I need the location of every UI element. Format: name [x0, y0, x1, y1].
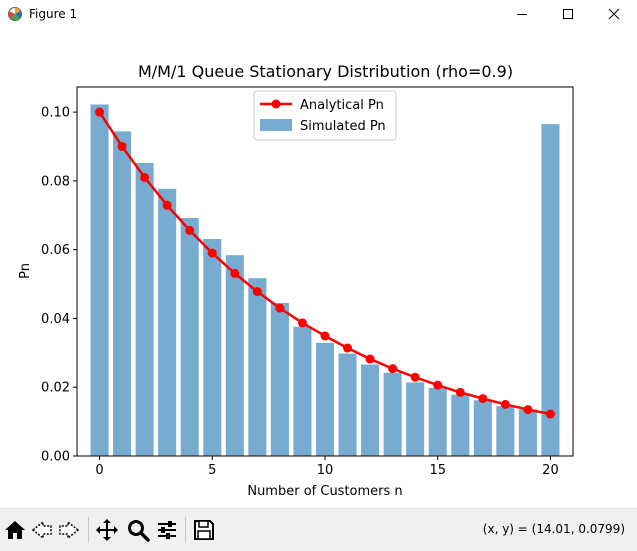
- chart: M/M/1 Queue Stationary Distribution (rho…: [18, 62, 574, 499]
- analytical-line: [95, 107, 555, 419]
- point-n-20: [545, 409, 555, 419]
- bar-n-11: [338, 353, 357, 456]
- save-icon: [194, 520, 214, 540]
- x-tick-label: 0: [95, 463, 103, 478]
- zoom-button[interactable]: [125, 517, 151, 543]
- y-axis-label: Pn: [18, 263, 33, 279]
- point-n-10: [320, 331, 330, 341]
- bar-n-9: [293, 326, 312, 456]
- y-tick-label: 0.02: [41, 381, 70, 396]
- back-icon: [31, 520, 52, 540]
- legend-bar-swatch: [260, 119, 292, 131]
- pan-icon: [96, 519, 118, 541]
- bar-n-1: [113, 131, 132, 456]
- point-n-15: [433, 380, 443, 390]
- bar-n-5: [203, 239, 222, 456]
- navigation-toolbar: (x, y) = (14.01, 0.0799): [0, 508, 637, 551]
- point-n-18: [500, 399, 510, 409]
- back-button[interactable]: [29, 517, 55, 543]
- bar-n-3: [158, 188, 177, 457]
- legend-label-analytical: Analytical Pn: [300, 98, 384, 113]
- minimize-icon: [517, 14, 527, 15]
- point-n-16: [455, 387, 465, 397]
- bar-n-12: [361, 364, 380, 456]
- bar-n-15: [428, 387, 447, 456]
- save-button[interactable]: [191, 517, 217, 543]
- point-n-12: [365, 354, 375, 364]
- forward-icon: [59, 520, 80, 540]
- maximize-button[interactable]: [545, 0, 591, 28]
- maximize-icon: [563, 9, 573, 19]
- window-titlebar: Figure 1: [0, 0, 637, 28]
- legend-label-simulated: Simulated Pn: [300, 119, 386, 134]
- forward-button[interactable]: [56, 517, 82, 543]
- zoom-icon: [128, 520, 150, 542]
- bar-n-17: [473, 400, 492, 456]
- y-tick-label: 0.00: [41, 450, 70, 465]
- bar-n-16: [451, 394, 470, 456]
- bar-n-7: [248, 278, 267, 456]
- bar-n-6: [225, 255, 244, 456]
- matplotlib-icon: [8, 7, 22, 21]
- window-controls: [499, 0, 637, 28]
- pan-button[interactable]: [94, 517, 120, 543]
- bar-n-0: [90, 104, 109, 457]
- point-n-0: [95, 107, 105, 117]
- point-n-6: [230, 268, 240, 278]
- bar-n-2: [135, 163, 154, 457]
- y-tick-label: 0.10: [41, 106, 70, 121]
- figure-canvas[interactable]: M/M/1 Queue Stationary Distribution (rho…: [0, 28, 637, 508]
- y-tick-label: 0.06: [41, 243, 70, 258]
- x-tick-label: 20: [542, 463, 559, 478]
- point-n-1: [117, 141, 127, 151]
- x-tick-label: 15: [429, 463, 446, 478]
- toolbar-separator: [185, 517, 186, 543]
- x-tick-label: 5: [208, 463, 216, 478]
- close-icon: [608, 8, 620, 20]
- configure-subplots-button[interactable]: [154, 517, 180, 543]
- bar-n-19: [518, 409, 537, 456]
- legend-marker-swatch: [271, 99, 281, 109]
- point-n-14: [410, 372, 420, 382]
- x-axis-ticks: 0 5 10 15 20: [95, 456, 559, 478]
- point-n-11: [343, 343, 353, 353]
- home-icon: [5, 521, 25, 539]
- point-n-19: [523, 405, 533, 415]
- home-button[interactable]: [2, 517, 28, 543]
- y-tick-label: 0.08: [41, 174, 70, 189]
- y-tick-label: 0.04: [41, 312, 70, 327]
- point-n-5: [207, 248, 217, 258]
- point-n-17: [478, 394, 488, 404]
- legend: Analytical Pn Simulated Pn: [253, 90, 397, 141]
- bar-n-13: [383, 372, 402, 456]
- bar-n-10: [315, 342, 335, 456]
- point-n-7: [252, 287, 262, 297]
- bar-n-20: [541, 124, 560, 457]
- bar-n-18: [496, 406, 515, 456]
- simulated-bars: [90, 104, 560, 457]
- point-n-13: [388, 364, 398, 374]
- point-n-9: [297, 318, 307, 328]
- bar-n-4: [180, 218, 199, 456]
- x-tick-label: 10: [317, 463, 334, 478]
- point-n-4: [185, 225, 195, 235]
- point-n-2: [140, 172, 150, 182]
- toolbar-separator: [88, 517, 89, 543]
- bar-n-14: [406, 382, 425, 456]
- cursor-coordinates: (x, y) = (14.01, 0.0799): [482, 522, 625, 536]
- x-axis-label: Number of Customers n: [247, 484, 402, 499]
- point-n-3: [162, 200, 172, 210]
- close-button[interactable]: [591, 0, 637, 28]
- configure-subplots-icon: [158, 521, 176, 539]
- bar-n-8: [270, 302, 289, 456]
- y-axis-ticks: 0.00 0.02 0.04 0.06 0.08 0.10: [41, 106, 77, 465]
- minimize-button[interactable]: [499, 0, 545, 28]
- window-title: Figure 1: [29, 7, 78, 21]
- chart-title: M/M/1 Queue Stationary Distribution (rho…: [138, 62, 513, 81]
- point-n-8: [275, 303, 285, 313]
